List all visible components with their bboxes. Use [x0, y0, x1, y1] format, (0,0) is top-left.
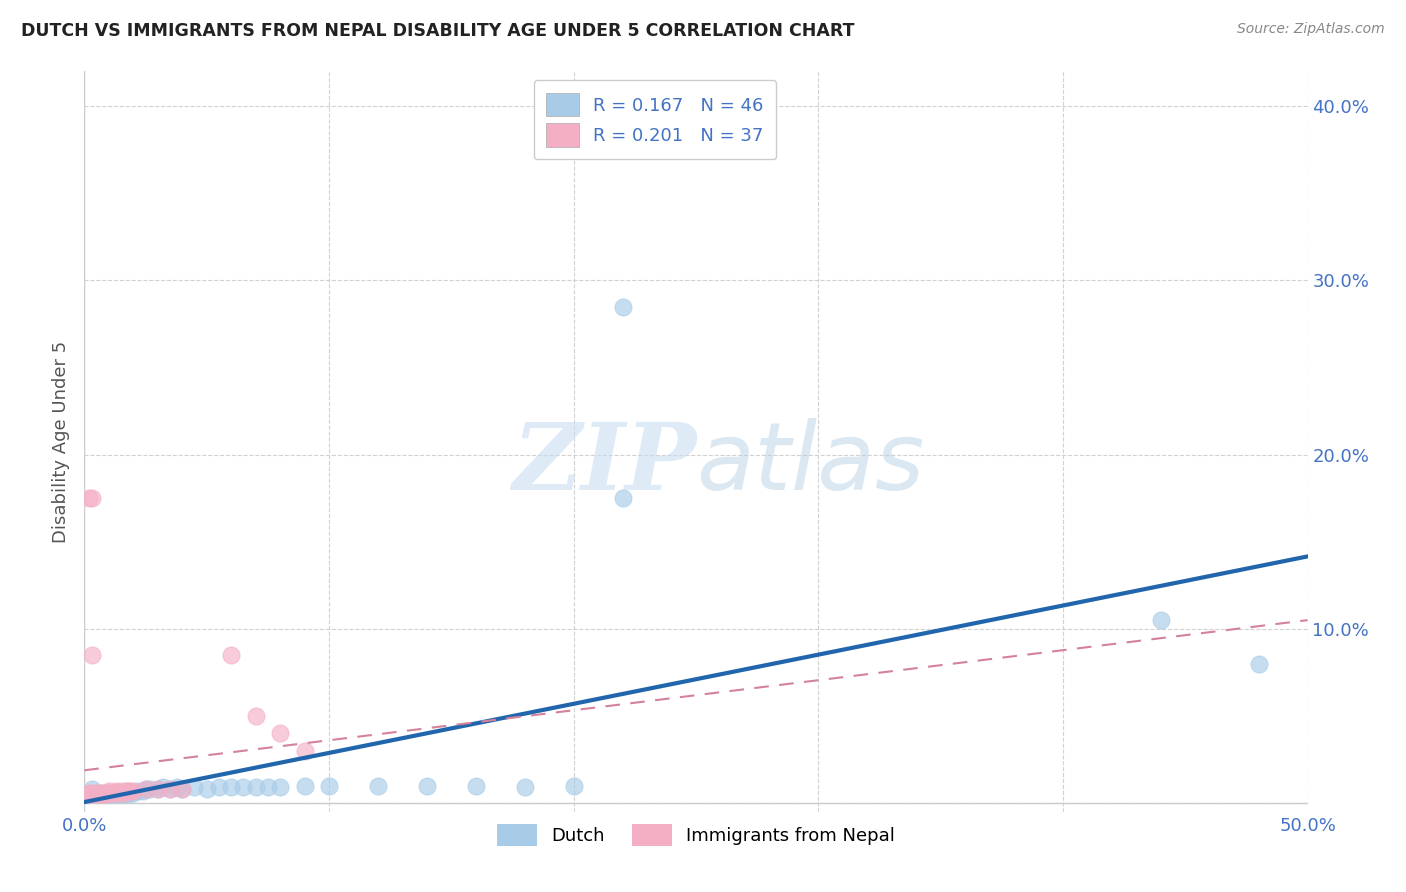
Point: [120, 784, 142, 798]
Point: [257, 780, 280, 795]
Point: [86, 787, 108, 801]
Point: [112, 786, 135, 800]
Point: [77, 786, 100, 800]
Point: [90, 787, 112, 801]
Text: ZIP: ZIP: [512, 418, 696, 508]
Point: [100, 786, 122, 800]
Point: [172, 782, 194, 797]
Point: [96, 787, 118, 801]
Point: [159, 782, 181, 797]
Point: [127, 784, 149, 798]
Point: [80, 782, 103, 797]
Point: [245, 709, 267, 723]
Point: [97, 786, 120, 800]
Point: [135, 782, 157, 797]
Point: [87, 787, 110, 801]
Point: [245, 780, 267, 795]
Point: [112, 787, 135, 801]
Point: [97, 784, 120, 798]
Point: [183, 780, 205, 795]
Point: [107, 786, 129, 800]
Text: Source: ZipAtlas.com: Source: ZipAtlas.com: [1237, 22, 1385, 37]
Point: [612, 491, 634, 505]
Point: [110, 786, 132, 800]
Point: [90, 786, 112, 800]
Point: [93, 787, 115, 801]
Point: [294, 744, 316, 758]
Point: [87, 787, 110, 801]
Point: [172, 782, 194, 797]
Point: [117, 784, 139, 798]
Point: [110, 787, 132, 801]
Point: [294, 779, 316, 793]
Point: [107, 786, 129, 800]
Point: [93, 786, 115, 800]
Point: [464, 779, 486, 793]
Point: [110, 784, 132, 798]
Point: [77, 787, 100, 801]
Point: [139, 782, 162, 797]
Point: [97, 787, 120, 801]
Point: [80, 786, 103, 800]
Point: [146, 782, 169, 797]
Point: [115, 784, 138, 798]
Point: [122, 786, 145, 800]
Point: [93, 787, 115, 801]
Point: [232, 780, 254, 795]
Point: [208, 780, 231, 795]
Point: [166, 780, 188, 795]
Point: [86, 787, 108, 801]
Y-axis label: Disability Age Under 5: Disability Age Under 5: [52, 341, 70, 542]
Point: [83, 787, 105, 801]
Point: [122, 784, 145, 798]
Point: [80, 787, 103, 801]
Point: [83, 786, 105, 800]
Point: [117, 787, 139, 801]
Point: [87, 786, 110, 800]
Point: [269, 726, 291, 740]
Point: [219, 780, 242, 795]
Point: [612, 300, 634, 314]
Point: [86, 786, 108, 800]
Point: [97, 786, 120, 800]
Text: atlas: atlas: [696, 418, 924, 509]
Point: [152, 780, 174, 795]
Point: [90, 787, 112, 801]
Point: [77, 491, 100, 505]
Point: [135, 782, 157, 797]
Text: DUTCH VS IMMIGRANTS FROM NEPAL DISABILITY AGE UNDER 5 CORRELATION CHART: DUTCH VS IMMIGRANTS FROM NEPAL DISABILIT…: [21, 22, 855, 40]
Point: [562, 779, 585, 793]
Point: [1150, 613, 1173, 627]
Point: [269, 780, 291, 795]
Point: [83, 787, 105, 801]
Point: [93, 786, 115, 800]
Point: [87, 786, 110, 800]
Point: [1247, 657, 1270, 671]
Point: [318, 779, 340, 793]
Point: [80, 648, 103, 662]
Point: [513, 780, 536, 795]
Point: [103, 786, 125, 800]
Point: [105, 787, 128, 801]
Point: [416, 779, 439, 793]
Point: [80, 491, 103, 505]
Point: [115, 784, 138, 798]
Point: [219, 648, 242, 662]
Point: [132, 784, 155, 798]
Point: [96, 787, 118, 801]
Legend: Dutch, Immigrants from Nepal: Dutch, Immigrants from Nepal: [485, 811, 907, 858]
Point: [103, 787, 125, 801]
Point: [367, 779, 389, 793]
Point: [195, 782, 218, 797]
Point: [105, 784, 128, 798]
Point: [146, 782, 169, 797]
Point: [159, 782, 181, 797]
